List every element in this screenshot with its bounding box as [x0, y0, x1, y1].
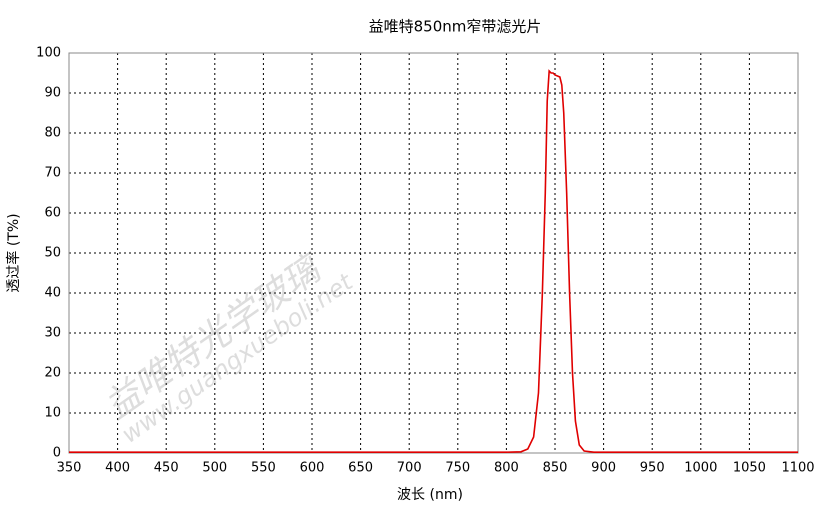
x-tick-label: 400 [105, 461, 130, 476]
x-tick-label: 750 [445, 461, 470, 476]
y-tick-label: 20 [44, 366, 61, 381]
x-tick-label: 350 [57, 461, 82, 476]
y-tick-label: 100 [36, 46, 61, 61]
x-tick-label: 1000 [684, 461, 717, 476]
y-tick-label: 40 [44, 286, 61, 301]
x-tick-label: 700 [397, 461, 422, 476]
y-tick-label: 30 [44, 326, 61, 341]
x-tick-label: 900 [591, 461, 616, 476]
x-tick-label: 550 [251, 461, 276, 476]
y-tick-label: 50 [44, 246, 61, 261]
x-tick-label: 650 [348, 461, 373, 476]
y-tick-label: 0 [53, 446, 61, 461]
x-tick-label: 500 [202, 461, 227, 476]
x-tick-label: 1050 [733, 461, 766, 476]
x-tick-label: 1100 [781, 461, 814, 476]
x-axis-label: 波长 (nm) [397, 487, 463, 503]
y-tick-label: 90 [44, 86, 61, 101]
x-tick-label: 450 [154, 461, 179, 476]
y-tick-label: 10 [44, 406, 61, 421]
y-axis-label: 透过率 (T%) [5, 213, 22, 292]
y-tick-label: 70 [44, 166, 61, 181]
y-tick-label: 60 [44, 206, 61, 221]
x-tick-label: 950 [640, 461, 665, 476]
chart-title: 益唯特850nm窄带滤光片 [369, 18, 542, 36]
y-tick-label: 80 [44, 126, 61, 141]
data-line [69, 69, 798, 453]
x-tick-label: 600 [300, 461, 325, 476]
x-tick-label: 850 [543, 461, 568, 476]
x-tick-label: 800 [494, 461, 519, 476]
